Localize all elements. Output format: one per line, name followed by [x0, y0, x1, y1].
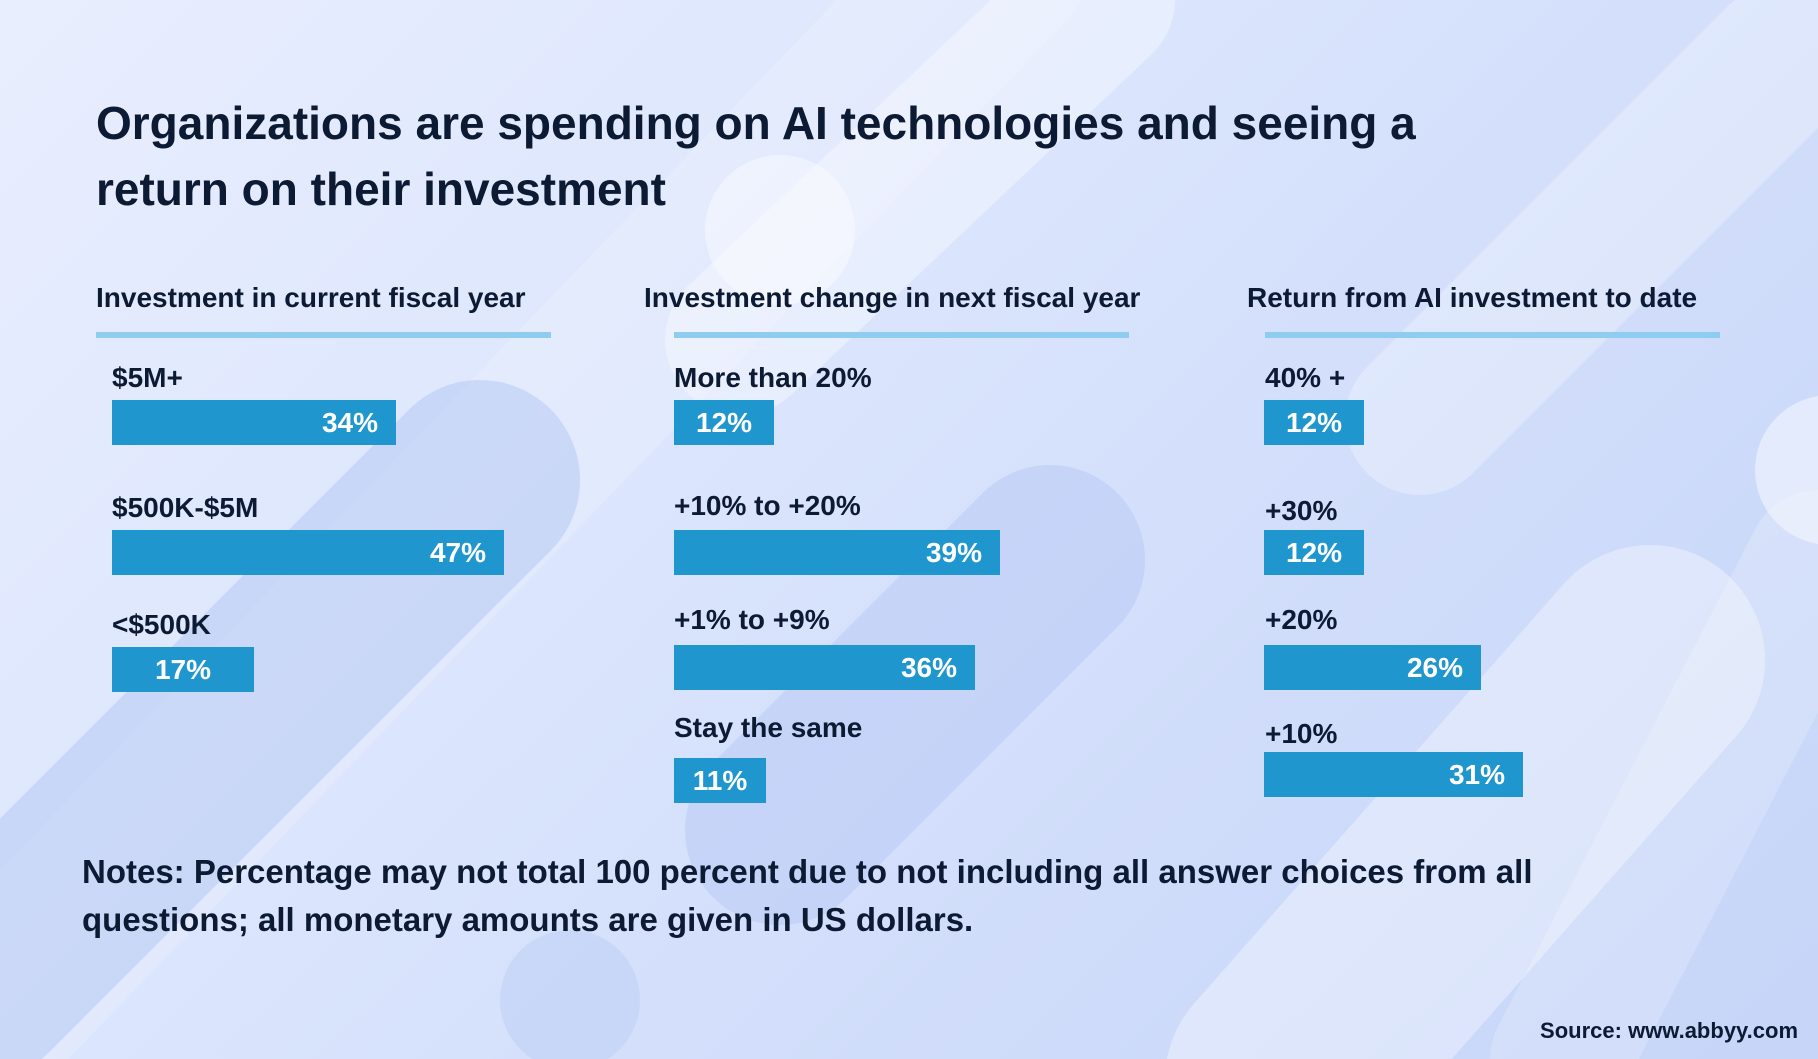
category-label: More than 20%: [674, 362, 872, 393]
category-label: $500K-$5M: [112, 492, 259, 523]
category-label: +10% to +20%: [674, 490, 861, 521]
category-label: $5M+: [112, 362, 183, 393]
panel-rule: [96, 332, 551, 338]
bar: 11%: [674, 758, 766, 803]
notes: Notes: Percentage may not total 100 perc…: [82, 853, 1533, 938]
category-label: +30%: [1265, 495, 1338, 526]
panel-rule: [674, 332, 1129, 338]
category-label: <$500K: [112, 609, 211, 640]
category-label: +10%: [1265, 718, 1338, 749]
panel-rule: [1265, 332, 1720, 338]
bar: 17%: [112, 647, 254, 692]
bar: 34%: [112, 400, 396, 445]
bar: 12%: [674, 400, 774, 445]
page-title: Organizations are spending on AI technol…: [96, 97, 1416, 215]
bar: 12%: [1264, 400, 1364, 445]
bar: 12%: [1264, 530, 1364, 575]
panel-title: Return from AI investment to date: [1247, 282, 1698, 313]
bar: 31%: [1264, 752, 1523, 797]
panel-title: Investment change in next fiscal year: [644, 282, 1141, 313]
bar: 39%: [674, 530, 1000, 575]
source-note: Source: www.abbyy.com: [1540, 1018, 1798, 1043]
bar: 47%: [112, 530, 504, 575]
category-label: 40% +: [1265, 362, 1346, 393]
bar: 26%: [1264, 645, 1481, 690]
panel-title: Investment in current fiscal year: [96, 282, 526, 313]
category-label: +20%: [1265, 604, 1338, 635]
category-label: Stay the same: [674, 712, 863, 743]
category-label: +1% to +9%: [674, 604, 830, 635]
bar: 36%: [674, 645, 975, 690]
